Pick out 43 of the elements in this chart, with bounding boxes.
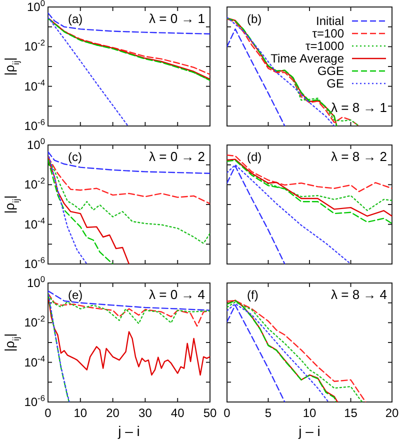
legend-label: τ=100 — [312, 26, 344, 40]
y-tick-label: 10$^{0}$ — [26, 274, 46, 290]
legend-label: Time Average — [270, 52, 344, 66]
x-tick-label: 20 — [106, 406, 120, 420]
x-tick-label: 10 — [302, 406, 316, 420]
y-tick-label: 10$^{-4}$ — [24, 215, 46, 232]
x-tick-label: 20 — [385, 406, 399, 420]
legend-label: τ=1000 — [306, 39, 344, 53]
annotation: λ = 0 → 1 — [149, 11, 205, 26]
y-tick-label: 10$^{-2}$ — [24, 314, 46, 330]
x-tick-label: 0 — [44, 406, 52, 420]
y-tick-label: 10$^{-6}$ — [24, 117, 46, 133]
x-axis-title: j – i — [298, 423, 320, 439]
y-tick-label: 10$^{-4}$ — [24, 353, 46, 370]
annotation: (a) — [68, 12, 83, 26]
annotation: (f) — [247, 288, 258, 302]
y-tick-label: 10$^{-6}$ — [24, 255, 46, 271]
annotation: (b) — [247, 12, 262, 26]
annotation: (e) — [68, 288, 83, 302]
annotation: (c) — [68, 150, 82, 164]
annotation: (d) — [247, 150, 262, 164]
y-tick-label: 10$^{-6}$ — [24, 393, 46, 409]
legend-label: GE — [326, 76, 344, 90]
legend-label: GGE — [317, 64, 344, 78]
y-tick-label: 10$^{-4}$ — [24, 77, 46, 94]
x-tick-label: 5 — [264, 406, 272, 420]
x-axis-title: j – i — [117, 423, 140, 439]
x-tick-label: 0 — [224, 406, 231, 420]
annotation: λ = 0 → 2 — [149, 149, 205, 164]
x-tick-label: 10 — [74, 406, 88, 420]
x-tick-label: 50 — [203, 406, 217, 420]
annotation: λ = 8 → 4 — [331, 287, 387, 302]
y-tick-label: 10$^{0}$ — [26, 136, 46, 152]
x-tick-label: 30 — [138, 406, 152, 420]
annotation: λ = 8 → 2 — [331, 149, 387, 164]
annotation: λ = 0 → 4 — [149, 287, 205, 302]
y-tick-label: 10$^{-2}$ — [24, 176, 46, 192]
x-tick-label: 15 — [344, 406, 358, 420]
legend-label: Initial — [316, 14, 344, 28]
y-tick-label: 10$^{0}$ — [26, 0, 46, 14]
x-tick-label: 40 — [170, 406, 185, 420]
annotation: λ = 8 → 1 — [331, 100, 387, 115]
y-tick-label: 10$^{-2}$ — [24, 38, 46, 54]
